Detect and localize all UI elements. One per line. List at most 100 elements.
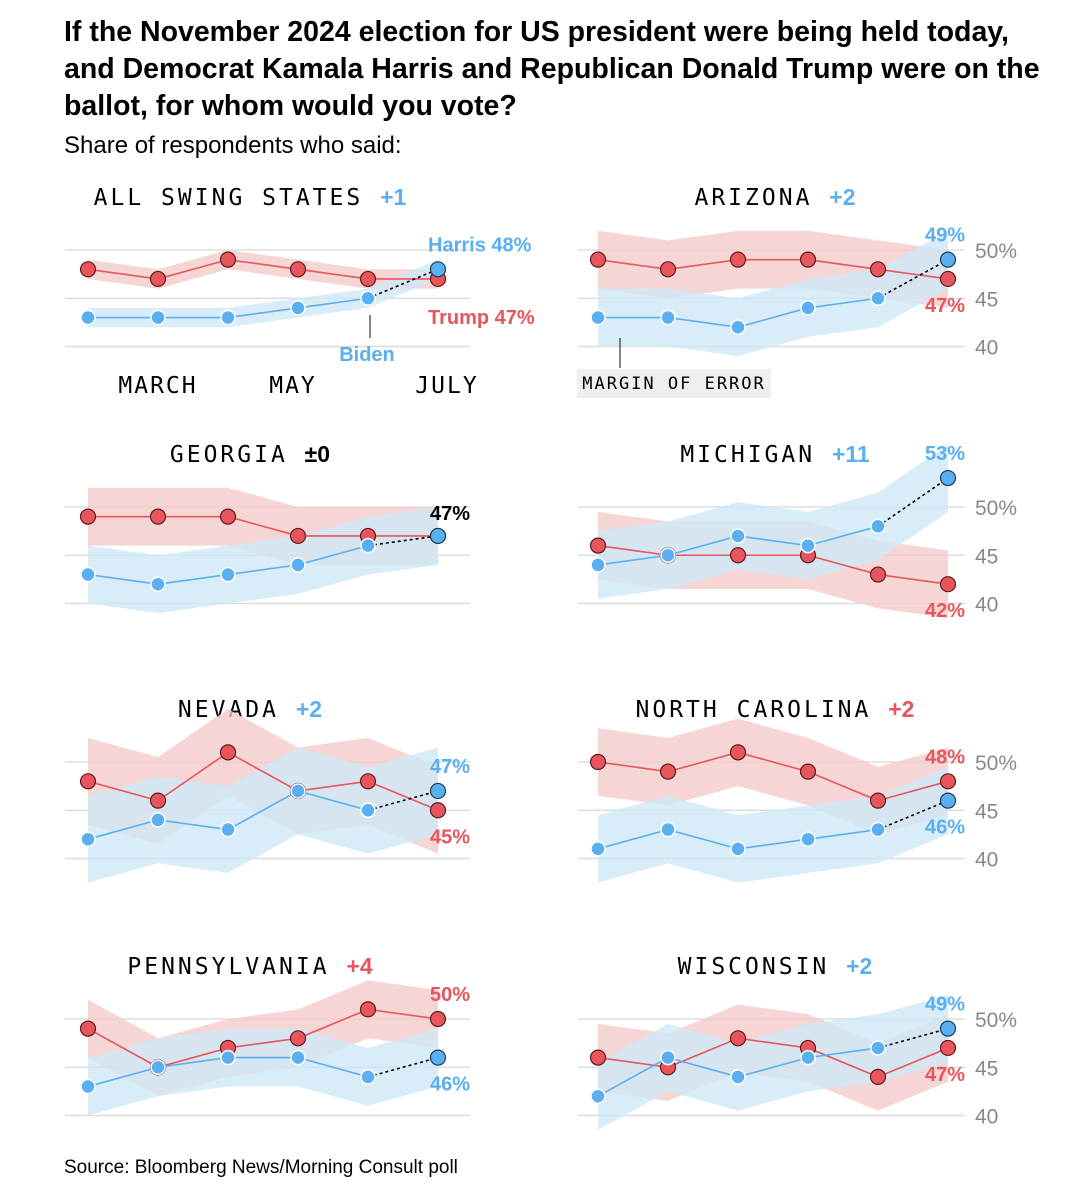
rep-data-point xyxy=(589,251,607,268)
rep-data-point xyxy=(939,270,957,288)
biden-to-harris-connector xyxy=(877,1027,949,1049)
rep-data-point xyxy=(219,744,237,761)
dem-data-point xyxy=(800,300,816,316)
dem-data-point xyxy=(429,1049,447,1066)
dem-data-point xyxy=(800,1049,816,1066)
dem-data-point xyxy=(870,1040,886,1056)
dem-data-point xyxy=(220,566,236,583)
dem-data-point xyxy=(590,309,606,326)
y-tick-label: 45 xyxy=(975,288,998,311)
panel-title-text: WISCONSIN xyxy=(678,954,846,980)
margin-of-error-label-background xyxy=(577,369,771,398)
end-value-label: 46% xyxy=(925,817,965,839)
dem-data-point xyxy=(730,1069,746,1085)
rep-data-point xyxy=(219,251,237,268)
dem-data-point xyxy=(590,557,606,573)
panel-title-text: ARIZONA xyxy=(694,185,829,211)
panel-title: GEORGIA ±0 xyxy=(170,441,330,468)
dem-data-point xyxy=(660,821,676,838)
end-value-label: 49% xyxy=(925,994,965,1016)
y-tick-label: 40 xyxy=(975,337,998,360)
dem-data-point xyxy=(290,1049,306,1066)
rep-line xyxy=(87,751,439,811)
y-tick-label: 50% xyxy=(975,1009,1017,1032)
dem-data-point xyxy=(730,841,746,857)
dem-data-point xyxy=(220,1049,236,1066)
rep-line xyxy=(87,1008,439,1069)
rep-data-point xyxy=(729,547,747,564)
rep-line xyxy=(597,258,949,280)
rep-margin-band xyxy=(88,250,438,289)
biden-to-harris-connector xyxy=(367,790,439,812)
dem-data-point xyxy=(429,261,447,278)
rep-data-point xyxy=(939,576,957,593)
rep-data-point xyxy=(799,763,817,780)
rep-data-point xyxy=(729,744,747,761)
dem-margin-band xyxy=(598,230,948,357)
rep-line xyxy=(88,515,438,537)
rep-data-point xyxy=(79,1020,97,1037)
dem-data-point xyxy=(360,537,376,554)
rep-data-point xyxy=(429,802,447,819)
rep-data-point xyxy=(79,773,97,790)
rep-data-point xyxy=(429,1010,447,1028)
biden-to-harris-connector xyxy=(877,477,949,527)
lead-margin: +1 xyxy=(380,184,406,210)
rep-data-point xyxy=(219,508,237,525)
end-value-label: 53% xyxy=(925,443,965,465)
y-tick-label: 40 xyxy=(975,849,998,872)
dem-margin-band xyxy=(598,766,948,883)
dem-data-point xyxy=(290,557,306,573)
biden-to-harris-connector xyxy=(877,799,949,831)
dem-margin-band xyxy=(598,994,948,1130)
rep-data-point xyxy=(729,1030,747,1047)
end-value-label: 47% xyxy=(925,295,965,317)
panel-title: PENNSYLVANIA +4 xyxy=(127,953,372,980)
rep-data-point xyxy=(869,261,887,278)
margin-of-error-annotation: MARGIN OF ERROR xyxy=(582,374,766,394)
end-value-label: 50% xyxy=(430,984,470,1006)
lead-margin: ±0 xyxy=(305,441,330,467)
dem-data-point xyxy=(150,812,166,828)
dem-data-point xyxy=(590,1088,606,1104)
panel-title: ARIZONA +2 xyxy=(694,184,855,211)
panel-title: MICHIGAN +11 xyxy=(680,441,870,468)
biden-to-harris-connector xyxy=(877,258,949,299)
dem-data-point xyxy=(290,300,306,316)
dem-data-point xyxy=(870,290,886,306)
rep-line xyxy=(597,1037,949,1078)
chart-subtitle: Share of respondents who said: xyxy=(64,132,402,159)
biden-annotation: Biden xyxy=(339,344,395,366)
dem-data-point xyxy=(730,319,746,335)
lead-margin: +2 xyxy=(846,953,872,979)
dem-data-point xyxy=(220,821,236,838)
rep-data-point xyxy=(149,792,167,809)
dem-margin-band xyxy=(598,444,948,599)
dem-data-point xyxy=(730,528,746,544)
rep-data-point xyxy=(359,773,377,790)
x-axis-label: MARCH xyxy=(118,373,197,399)
rep-data-point xyxy=(939,773,957,790)
dem-data-point xyxy=(660,547,676,563)
dem-data-point xyxy=(80,309,96,326)
panel-title-text: NORTH CAROLINA xyxy=(636,697,889,723)
rep-data-point xyxy=(359,1001,377,1018)
dem-data-point xyxy=(80,566,96,583)
dem-data-point xyxy=(360,1069,376,1085)
y-tick-label: 45 xyxy=(975,545,998,568)
biden-to-harris-connector xyxy=(367,268,439,299)
panel-title-text: ALL SWING STATES xyxy=(94,185,380,211)
rep-data-point xyxy=(589,537,607,554)
y-tick-label: 50% xyxy=(975,752,1017,775)
dem-data-point xyxy=(939,792,957,809)
panel-title: NEVADA +2 xyxy=(178,696,322,723)
dem-data-point xyxy=(150,1059,166,1075)
end-value-label: 47% xyxy=(925,1064,965,1086)
rep-data-point xyxy=(869,792,887,809)
dem-data-point xyxy=(150,576,166,592)
end-value-label: Harris 48% xyxy=(428,234,532,256)
end-value-label: 48% xyxy=(925,746,965,768)
y-tick-label: 40 xyxy=(975,594,998,617)
dem-data-point xyxy=(800,831,816,847)
dem-data-point xyxy=(80,831,96,847)
